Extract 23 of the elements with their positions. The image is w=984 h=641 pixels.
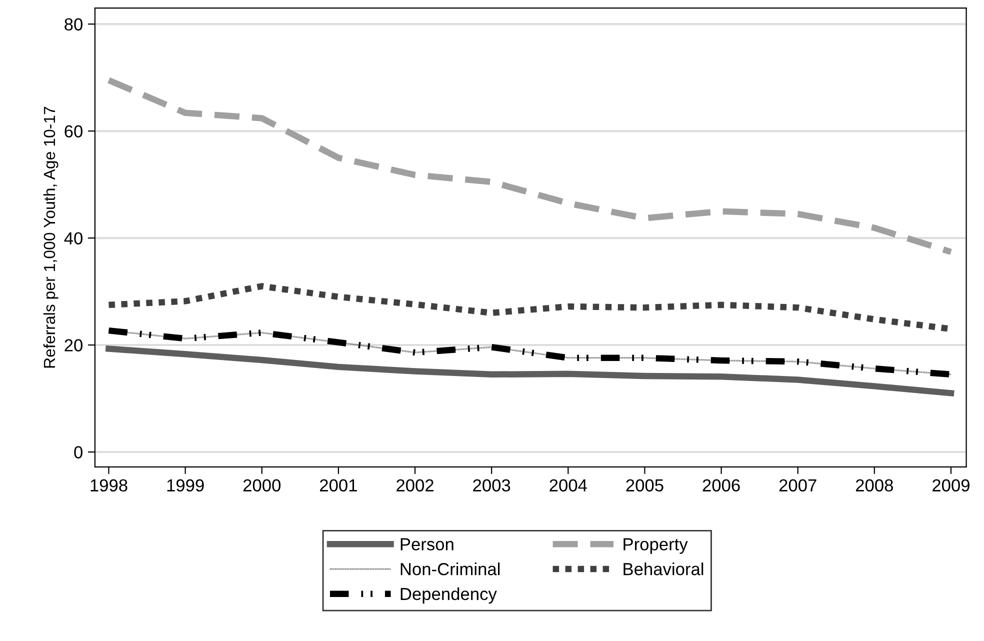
legend-label: Person: [400, 538, 454, 550]
y-tick-label: 0: [74, 446, 82, 458]
legend-label: Dependency: [400, 587, 497, 604]
x-tick-label: 2007: [779, 479, 816, 492]
legend-label: Property: [624, 538, 688, 554]
legend-label: Non-Criminal: [400, 562, 500, 576]
x-tick-label: 2000: [243, 479, 281, 492]
x-tick-label: 2003: [473, 479, 510, 492]
x-tick-label: 1998: [90, 479, 128, 492]
y-tick-label: 60: [64, 125, 82, 138]
x-tick-label: 2006: [702, 479, 740, 492]
x-tick-label: 2004: [550, 479, 587, 492]
x-tick-label: 2008: [856, 479, 893, 492]
x-tick-label: 2002: [396, 479, 434, 492]
y-tick-label: 20: [64, 339, 82, 352]
x-tick-label: 2005: [626, 479, 664, 492]
y-axis-title: Referrals per 1,000 Youth, Age 10-17: [43, 106, 58, 368]
x-tick-label: 1999: [167, 479, 204, 492]
x-tick-label: 2009: [932, 479, 970, 492]
legend-label: Behavioral: [624, 562, 704, 576]
y-tick-label: 80: [64, 18, 82, 31]
y-tick-label: 40: [64, 232, 82, 244]
x-tick-label: 2001: [320, 479, 357, 492]
